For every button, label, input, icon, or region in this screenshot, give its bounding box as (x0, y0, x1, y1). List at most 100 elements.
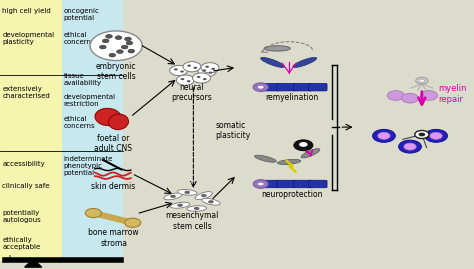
Circle shape (90, 31, 142, 61)
Circle shape (401, 93, 419, 103)
Circle shape (202, 69, 206, 72)
Circle shape (126, 41, 133, 45)
Circle shape (85, 208, 101, 218)
Circle shape (170, 195, 176, 198)
Circle shape (109, 53, 116, 57)
Text: embryonic
stem cells: embryonic stem cells (96, 62, 137, 81)
Circle shape (125, 218, 141, 227)
Circle shape (102, 39, 109, 43)
FancyBboxPatch shape (277, 180, 295, 188)
Text: extensively
characterised: extensively characterised (2, 86, 50, 99)
Text: skin dermis: skin dermis (91, 182, 135, 190)
Ellipse shape (261, 57, 284, 68)
Circle shape (257, 85, 264, 89)
Circle shape (170, 65, 188, 76)
Circle shape (174, 68, 178, 70)
Circle shape (197, 76, 201, 78)
Circle shape (194, 207, 200, 210)
FancyBboxPatch shape (293, 83, 312, 91)
Text: remyelination: remyelination (265, 93, 318, 102)
Circle shape (193, 67, 197, 69)
FancyBboxPatch shape (260, 180, 279, 188)
Text: neural
precursors: neural precursors (172, 83, 212, 102)
Text: accessibility: accessibility (2, 161, 45, 167)
Circle shape (115, 36, 122, 40)
Circle shape (183, 62, 201, 72)
Text: developmental
restriction: developmental restriction (64, 94, 116, 107)
Text: bone marrow
stroma: bone marrow stroma (89, 228, 139, 247)
Text: oncogenic
potential: oncogenic potential (64, 8, 100, 21)
Ellipse shape (255, 155, 276, 162)
Circle shape (253, 180, 268, 188)
Circle shape (416, 77, 428, 84)
Circle shape (201, 194, 207, 197)
Ellipse shape (95, 108, 121, 126)
Circle shape (180, 70, 184, 73)
Text: potentially
autologous: potentially autologous (2, 210, 41, 223)
Polygon shape (25, 260, 42, 267)
Text: neuroprotection: neuroprotection (261, 190, 322, 199)
FancyBboxPatch shape (260, 83, 279, 91)
Circle shape (299, 142, 308, 147)
Circle shape (208, 200, 214, 203)
Circle shape (425, 129, 447, 142)
Text: high cell yield: high cell yield (2, 8, 51, 14)
Circle shape (378, 132, 390, 139)
Circle shape (373, 129, 395, 142)
Ellipse shape (277, 160, 301, 164)
FancyBboxPatch shape (277, 83, 295, 91)
Ellipse shape (202, 198, 220, 205)
Circle shape (201, 63, 219, 73)
Circle shape (176, 75, 194, 85)
FancyBboxPatch shape (293, 180, 312, 188)
Circle shape (430, 132, 442, 139)
Ellipse shape (187, 206, 207, 211)
Circle shape (177, 204, 183, 207)
Circle shape (419, 133, 425, 136)
Circle shape (404, 143, 416, 150)
Bar (62, 0, 123, 261)
Circle shape (184, 191, 190, 194)
Circle shape (187, 65, 191, 67)
Circle shape (117, 50, 123, 54)
Ellipse shape (164, 193, 182, 200)
Circle shape (198, 66, 216, 77)
Text: clinically safe: clinically safe (2, 183, 50, 189)
Circle shape (128, 49, 135, 53)
Ellipse shape (293, 57, 317, 68)
Ellipse shape (171, 202, 190, 208)
FancyBboxPatch shape (309, 83, 327, 91)
Ellipse shape (264, 46, 290, 51)
Circle shape (125, 37, 131, 41)
Circle shape (257, 182, 264, 186)
Circle shape (106, 34, 112, 38)
Circle shape (419, 79, 425, 82)
Circle shape (387, 91, 404, 100)
FancyBboxPatch shape (309, 180, 327, 188)
Circle shape (181, 78, 184, 80)
Circle shape (205, 66, 209, 68)
Text: mesenchymal
stem cells: mesenchymal stem cells (165, 211, 219, 231)
Text: myelin
repair: myelin repair (438, 84, 467, 104)
Ellipse shape (109, 114, 128, 130)
Circle shape (192, 73, 210, 83)
Text: foetal or
adult CNS: foetal or adult CNS (94, 134, 132, 153)
Bar (0, 0, 62, 261)
Circle shape (294, 140, 313, 151)
Text: somatic
plasticity: somatic plasticity (216, 121, 251, 140)
Text: ethically
acceptable: ethically acceptable (2, 237, 41, 250)
Text: developmental
plasticity: developmental plasticity (2, 32, 55, 45)
Text: indeterminate
phenotypic
potential: indeterminate phenotypic potential (64, 156, 113, 176)
Circle shape (187, 80, 191, 82)
Ellipse shape (177, 189, 197, 195)
Text: +: + (5, 254, 12, 264)
Text: tissue
availability: tissue availability (64, 73, 101, 86)
Circle shape (420, 91, 438, 100)
Circle shape (253, 83, 268, 91)
Text: ethical
concerns: ethical concerns (64, 116, 95, 129)
Text: ethical
concerns: ethical concerns (64, 32, 95, 45)
Circle shape (203, 78, 207, 80)
Circle shape (211, 68, 215, 70)
Text: −: − (114, 254, 123, 264)
Circle shape (399, 140, 421, 153)
